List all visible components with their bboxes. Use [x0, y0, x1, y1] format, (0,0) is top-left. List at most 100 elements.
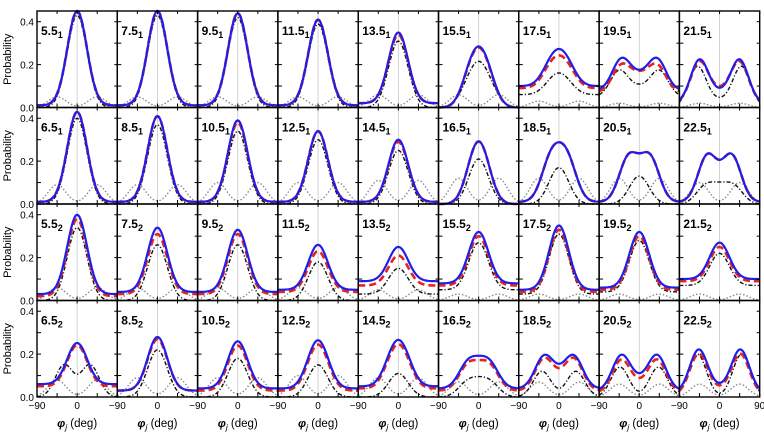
- series-model-line: [438, 358, 519, 392]
- panel-11.5-1: 11.51: [277, 10, 359, 109]
- y-tick-label: 0.4: [20, 18, 34, 29]
- y-axis-label: Probability: [2, 130, 14, 182]
- series-model-line: [599, 234, 680, 292]
- series-total-line: [678, 348, 761, 390]
- panel-9.5-1: 9.51: [196, 10, 279, 109]
- series-total-line: [518, 224, 600, 291]
- y-tick-label: 0.0: [20, 104, 34, 115]
- panel-label: 22.51: [683, 121, 711, 137]
- series-total-line: [438, 45, 519, 109]
- panel-12.5-2: 12.52 −90 0 φj (deg): [269, 299, 359, 432]
- panel-label: 8.52: [121, 314, 143, 330]
- panel-18.5-1: 18.51: [518, 106, 600, 205]
- series-comp_b-line: [277, 96, 359, 108]
- panel-label: 6.51: [41, 121, 63, 137]
- series-total-line: [197, 119, 278, 203]
- x-tick-label: 0: [717, 401, 723, 412]
- panel-17.5-1: 17.51: [518, 10, 600, 109]
- panel-label: 22.52: [683, 314, 711, 330]
- series-total-line: [438, 140, 519, 206]
- series-comp_b-line: [358, 289, 439, 301]
- y-axis-label: Probability: [2, 226, 14, 278]
- series-comp_a-line: [518, 72, 600, 96]
- x-axis-label: φj (deg): [57, 418, 97, 432]
- panel-label: 11.52: [282, 217, 310, 233]
- series-total-line: [358, 31, 439, 105]
- series-comp_a-line: [518, 233, 600, 295]
- y-tick-label: 0.0: [20, 297, 34, 308]
- series-comp_a-line: [36, 226, 118, 302]
- series-model-line: [598, 357, 680, 393]
- panel-label: 15.52: [443, 217, 471, 233]
- panel-label: 18.51: [523, 121, 551, 137]
- panel-14.5-2: 14.52 −90 0 φj (deg): [350, 299, 440, 432]
- panel-label: 19.51: [603, 24, 631, 40]
- panel-20.5-1: 20.51: [598, 106, 681, 205]
- panel-7.5-2: 7.52: [116, 203, 199, 302]
- y-axis-label: Probability: [2, 323, 14, 375]
- y-tick-label: 0.0: [20, 200, 34, 211]
- series-comp_a-line: [197, 130, 278, 205]
- x-axis-label: φj (deg): [298, 418, 338, 432]
- series-comp_b-line: [117, 184, 198, 204]
- series-total-line: [358, 245, 439, 283]
- x-tick-label: 0: [74, 401, 80, 412]
- series-comp_a-line: [438, 375, 519, 398]
- panel-14.5-1: 14.51: [357, 106, 440, 205]
- series-comp_a-line: [679, 181, 760, 205]
- series-comp_b-line: [36, 184, 118, 204]
- x-tick-label: −90: [350, 401, 367, 412]
- x-tick-label: −90: [29, 401, 46, 412]
- panel-16.5-2: 16.52 −90 0 φj (deg): [430, 299, 520, 432]
- panel-16.5-1: 16.51: [437, 106, 520, 206]
- panel-22.5-2: 22.52 −90 0 90 φj (deg): [671, 299, 764, 432]
- series-model-line: [117, 232, 198, 296]
- panel-label: 7.52: [121, 217, 143, 233]
- series-model-line: [197, 344, 278, 392]
- series-total-line: [197, 228, 278, 294]
- series-total-line: [598, 150, 680, 203]
- series-comp_a-line: [117, 244, 198, 302]
- panel-15.5-2: 15.52: [437, 203, 520, 302]
- y-axis-label: Probability: [2, 33, 14, 85]
- panel-label: 5.51: [41, 24, 63, 40]
- panel-label: 12.51: [282, 121, 310, 137]
- panel-label: 6.52: [41, 314, 63, 330]
- series-total-line: [518, 47, 600, 88]
- y-tick-label: 0.2: [20, 350, 34, 361]
- series-comp_a-line: [197, 244, 278, 302]
- x-tick-label: −90: [430, 401, 447, 412]
- panel-9.5-2: 9.52: [196, 203, 279, 302]
- series-model-line: [277, 343, 359, 392]
- series-model-line: [36, 217, 118, 298]
- y-tick-label: 0.4: [20, 211, 34, 222]
- series-comp_a-line: [36, 117, 118, 205]
- series-total-line: [277, 18, 359, 107]
- series-comp_a-line: [678, 65, 761, 103]
- x-tick-label: −90: [269, 401, 286, 412]
- panel-17.5-2: 17.52: [518, 203, 600, 302]
- x-tick-label: −90: [109, 401, 126, 412]
- panel-label: 10.51: [202, 121, 230, 137]
- series-total-line: [277, 243, 359, 291]
- panel-label: 9.52: [202, 217, 224, 233]
- series-comp_a-line: [117, 123, 198, 205]
- x-axis-label: φj (deg): [700, 418, 740, 432]
- x-tick-label: 0: [235, 401, 241, 412]
- series-total-line: [598, 353, 680, 390]
- panel-12.5-1: 12.51: [277, 106, 359, 205]
- series-total-line: [358, 338, 439, 388]
- series-comp_a-line: [277, 138, 359, 205]
- panel-11.5-2: 11.52: [277, 203, 359, 302]
- series-comp_a-line: [197, 357, 278, 398]
- series-total-line: [518, 353, 600, 389]
- panel-22.5-1: 22.51: [678, 106, 761, 205]
- series-comp_b-line: [36, 96, 118, 108]
- panel-8.5-1: 8.51: [116, 106, 199, 205]
- panel-6.5-1: 6.51 0.0 0.2 0.4 Probability: [2, 106, 119, 211]
- series-model-line: [438, 234, 519, 287]
- panel-label: 13.52: [362, 217, 390, 233]
- panel-label: 5.52: [41, 217, 63, 233]
- series-comp_a-line: [358, 149, 439, 205]
